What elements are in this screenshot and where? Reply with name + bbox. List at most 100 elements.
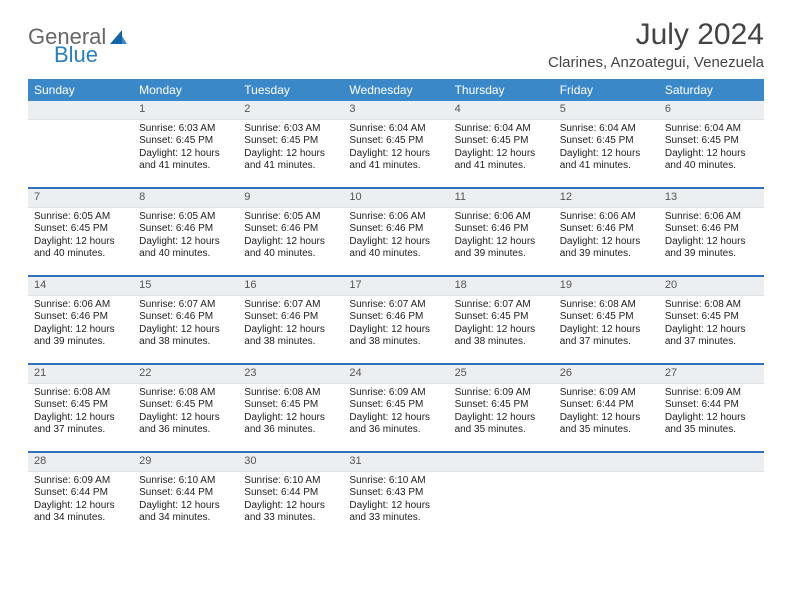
day-number: 1 [133, 101, 238, 120]
sunset-text: Sunset: 6:46 PM [244, 311, 337, 324]
day-body: Sunrise: 6:07 AMSunset: 6:46 PMDaylight:… [133, 296, 238, 355]
sunset-text: Sunset: 6:44 PM [34, 487, 127, 500]
day-number: 15 [133, 277, 238, 296]
dow-tuesday: Tuesday [238, 79, 343, 101]
weeks-container: 1Sunrise: 6:03 AMSunset: 6:45 PMDaylight… [28, 101, 764, 539]
day-body: Sunrise: 6:04 AMSunset: 6:45 PMDaylight:… [449, 120, 554, 179]
day-number: 7 [28, 189, 133, 208]
sunrise-text: Sunrise: 6:10 AM [349, 475, 442, 488]
day-number [554, 453, 659, 472]
daylight-text: Daylight: 12 hours and 35 minutes. [560, 412, 653, 437]
day-number: 21 [28, 365, 133, 384]
daylight-text: Daylight: 12 hours and 39 minutes. [455, 236, 548, 261]
day-number: 23 [238, 365, 343, 384]
day-number: 25 [449, 365, 554, 384]
sunrise-text: Sunrise: 6:08 AM [139, 387, 232, 400]
day-cell: 15Sunrise: 6:07 AMSunset: 6:46 PMDayligh… [133, 277, 238, 363]
day-body: Sunrise: 6:06 AMSunset: 6:46 PMDaylight:… [449, 208, 554, 267]
day-cell: 14Sunrise: 6:06 AMSunset: 6:46 PMDayligh… [28, 277, 133, 363]
day-number [449, 453, 554, 472]
sunrise-text: Sunrise: 6:04 AM [665, 123, 758, 136]
day-body: Sunrise: 6:08 AMSunset: 6:45 PMDaylight:… [28, 384, 133, 443]
day-cell: 30 Sunrise: 6:10 AMSunset: 6:44 PMDayligh… [238, 453, 343, 539]
daylight-text: Daylight: 12 hours and 34 minutes. [34, 500, 127, 525]
day-body [659, 472, 764, 481]
logo-text-2: Blue [54, 42, 98, 67]
day-number: 14 [28, 277, 133, 296]
sunset-text: Sunset: 6:45 PM [139, 399, 232, 412]
sunrise-text: Sunrise: 6:05 AM [34, 211, 127, 224]
day-cell: 9Sunrise: 6:05 AMSunset: 6:46 PMDaylight… [238, 189, 343, 275]
sunset-text: Sunset: 6:46 PM [139, 311, 232, 324]
sunset-text: Sunset: 6:45 PM [244, 399, 337, 412]
day-of-week-row: Sunday Monday Tuesday Wednesday Thursday… [28, 79, 764, 101]
day-number: 30 [238, 453, 343, 472]
day-body: Sunrise: 6:09 AMSunset: 6:44 PMDaylight:… [554, 384, 659, 443]
sunrise-text: Sunrise: 6:07 AM [139, 299, 232, 312]
daylight-text: Daylight: 12 hours and 41 minutes. [139, 148, 232, 173]
day-number: 16 [238, 277, 343, 296]
sunset-text: Sunset: 6:46 PM [34, 311, 127, 324]
dow-wednesday: Wednesday [343, 79, 448, 101]
sunrise-text: Sunrise: 6:08 AM [244, 387, 337, 400]
day-body: Sunrise: 6:07 AMSunset: 6:46 PMDaylight:… [343, 296, 448, 355]
sunrise-text: Sunrise: 6:10 AM [244, 475, 337, 488]
day-cell: 27Sunrise: 6:09 AMSunset: 6:44 PMDayligh… [659, 365, 764, 451]
daylight-text: Daylight: 12 hours and 33 minutes. [244, 500, 337, 525]
day-cell: 18Sunrise: 6:07 AMSunset: 6:45 PMDayligh… [449, 277, 554, 363]
day-number: 6 [659, 101, 764, 120]
day-number: 20 [659, 277, 764, 296]
day-body: Sunrise: 6:06 AMSunset: 6:46 PMDaylight:… [343, 208, 448, 267]
sunset-text: Sunset: 6:45 PM [560, 135, 653, 148]
day-cell: 24Sunrise: 6:09 AMSunset: 6:45 PMDayligh… [343, 365, 448, 451]
day-body: Sunrise: 6:09 AMSunset: 6:44 PMDaylight:… [28, 472, 133, 531]
day-number: 8 [133, 189, 238, 208]
sunrise-text: Sunrise: 6:07 AM [244, 299, 337, 312]
day-number: 10 [343, 189, 448, 208]
day-number: 2 [238, 101, 343, 120]
day-body: Sunrise: 6:06 AMSunset: 6:46 PMDaylight:… [659, 208, 764, 267]
daylight-text: Daylight: 12 hours and 41 minutes. [560, 148, 653, 173]
day-body: Sunrise: 6:04 AMSunset: 6:45 PMDaylight:… [554, 120, 659, 179]
daylight-text: Daylight: 12 hours and 38 minutes. [455, 324, 548, 349]
day-body: Sunrise: 6:09 AMSunset: 6:44 PMDaylight:… [659, 384, 764, 443]
daylight-text: Daylight: 12 hours and 34 minutes. [139, 500, 232, 525]
sunrise-text: Sunrise: 6:06 AM [455, 211, 548, 224]
sunset-text: Sunset: 6:46 PM [560, 223, 653, 236]
day-cell [659, 453, 764, 539]
sunrise-text: Sunrise: 6:10 AM [139, 475, 232, 488]
sunrise-text: Sunrise: 6:04 AM [455, 123, 548, 136]
sunset-text: Sunset: 6:44 PM [139, 487, 232, 500]
day-cell: 12Sunrise: 6:06 AMSunset: 6:46 PMDayligh… [554, 189, 659, 275]
dow-sunday: Sunday [28, 79, 133, 101]
day-number: 17 [343, 277, 448, 296]
day-cell: 8Sunrise: 6:05 AMSunset: 6:46 PMDaylight… [133, 189, 238, 275]
sunset-text: Sunset: 6:44 PM [244, 487, 337, 500]
day-body [28, 120, 133, 129]
day-cell: 22Sunrise: 6:08 AMSunset: 6:45 PMDayligh… [133, 365, 238, 451]
day-number: 27 [659, 365, 764, 384]
day-cell: 7Sunrise: 6:05 AMSunset: 6:45 PMDaylight… [28, 189, 133, 275]
month-title: July 2024 [548, 18, 764, 52]
daylight-text: Daylight: 12 hours and 37 minutes. [665, 324, 758, 349]
day-cell: 2Sunrise: 6:03 AMSunset: 6:45 PMDaylight… [238, 101, 343, 187]
title-block: July 2024 Clarines, Anzoategui, Venezuel… [548, 18, 764, 71]
day-body [554, 472, 659, 481]
day-number: 3 [343, 101, 448, 120]
day-body: Sunrise: 6:03 AMSunset: 6:45 PMDaylight:… [238, 120, 343, 179]
sunrise-text: Sunrise: 6:06 AM [560, 211, 653, 224]
day-cell: 25Sunrise: 6:09 AMSunset: 6:45 PMDayligh… [449, 365, 554, 451]
daylight-text: Daylight: 12 hours and 36 minutes. [244, 412, 337, 437]
sunset-text: Sunset: 6:46 PM [349, 311, 442, 324]
sunrise-text: Sunrise: 6:08 AM [34, 387, 127, 400]
daylight-text: Daylight: 12 hours and 36 minutes. [139, 412, 232, 437]
day-number [659, 453, 764, 472]
day-cell: 3Sunrise: 6:04 AMSunset: 6:45 PMDaylight… [343, 101, 448, 187]
sunrise-text: Sunrise: 6:05 AM [139, 211, 232, 224]
sunrise-text: Sunrise: 6:04 AM [560, 123, 653, 136]
sunset-text: Sunset: 6:45 PM [34, 399, 127, 412]
daylight-text: Daylight: 12 hours and 40 minutes. [665, 148, 758, 173]
day-number: 26 [554, 365, 659, 384]
day-number: 29 [133, 453, 238, 472]
sunset-text: Sunset: 6:46 PM [455, 223, 548, 236]
